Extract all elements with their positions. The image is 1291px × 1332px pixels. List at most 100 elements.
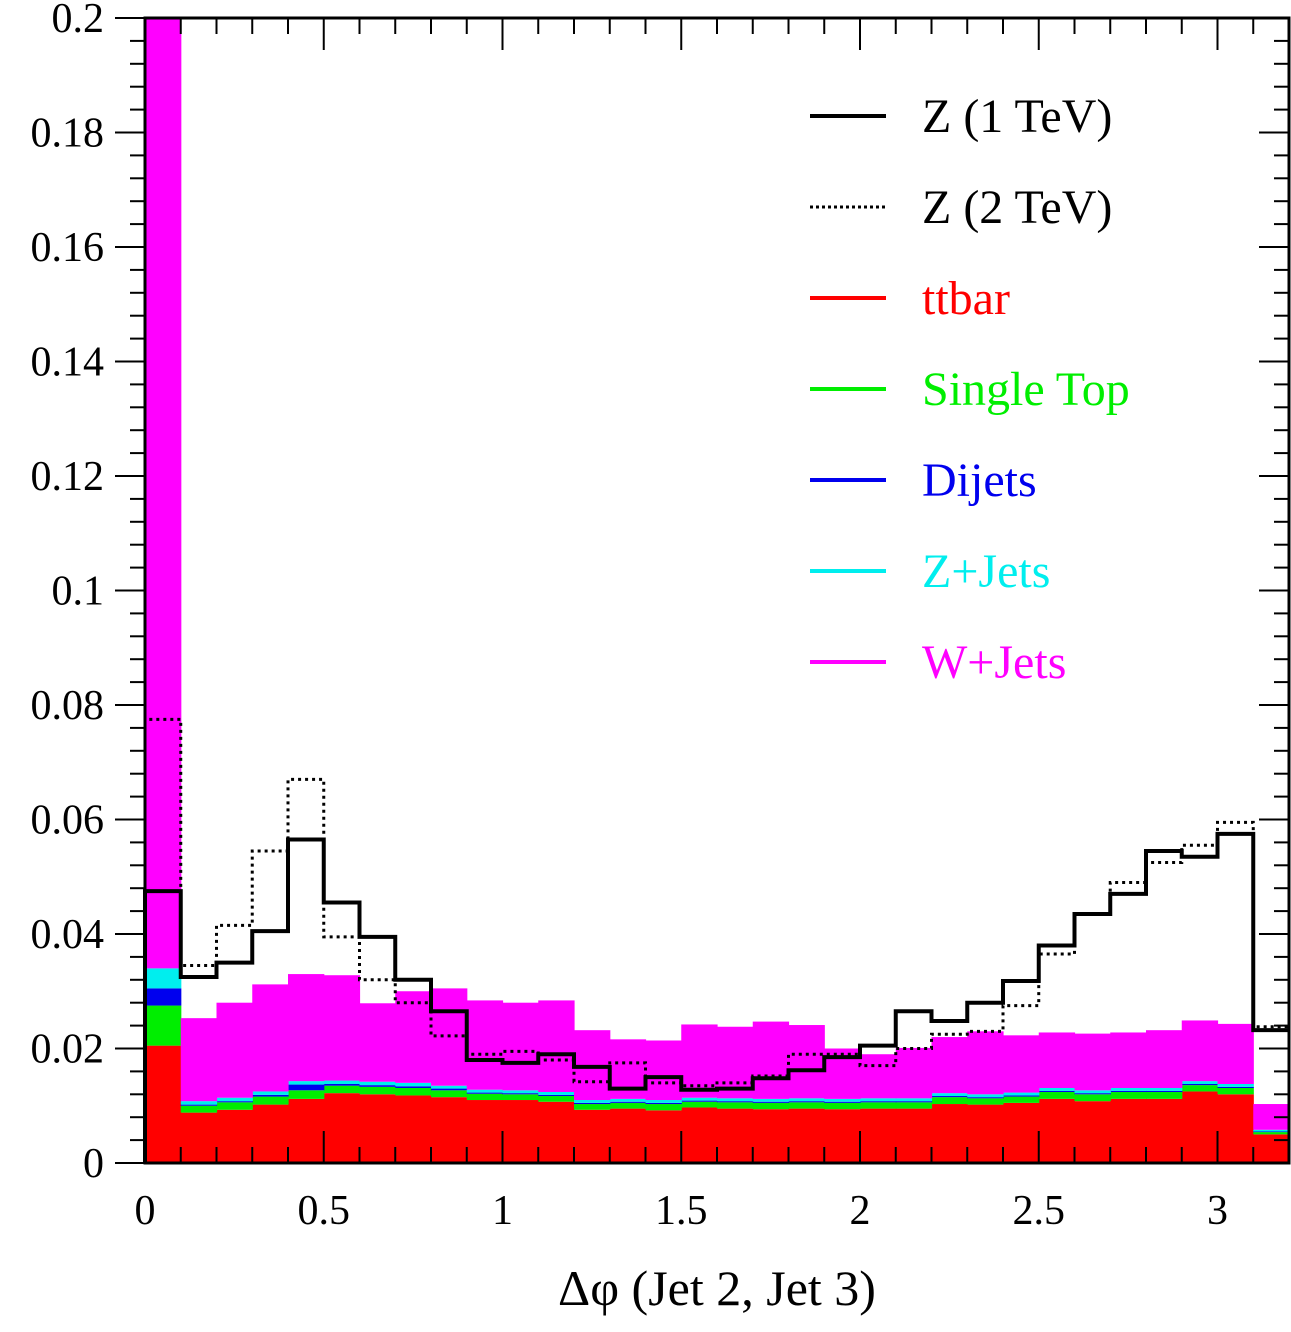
bar-dijets-bin-30 xyxy=(1217,1086,1254,1089)
bar-dijets-bin-11 xyxy=(538,1094,575,1097)
bar-dijets-bin-6 xyxy=(359,1085,396,1087)
bar-single-top-bin-9 xyxy=(466,1093,504,1101)
bar-ttbar-bin-24 xyxy=(1003,1102,1040,1163)
bar-w-jets-bin-22 xyxy=(931,1037,968,1094)
bar-w-jets-bin-6 xyxy=(359,1003,396,1082)
bar-z-jets-bin-4 xyxy=(288,1081,325,1085)
bar-dijets-bin-3 xyxy=(252,1094,289,1097)
x-tick-label: 0 xyxy=(135,1188,156,1234)
y-tick-label: 0.2 xyxy=(52,0,105,42)
bar-ttbar-bin-23 xyxy=(967,1104,1004,1163)
bar-z-jets-bin-31 xyxy=(1253,1129,1290,1132)
bar-w-jets-bin-4 xyxy=(288,974,325,1082)
bar-single-top-bin-6 xyxy=(359,1086,396,1095)
bar-single-top-bin-3 xyxy=(252,1096,289,1105)
y-tick-label: 0.14 xyxy=(31,340,105,386)
bar-dijets-bin-18 xyxy=(788,1101,825,1103)
y-tick-label: 0.18 xyxy=(31,111,105,157)
bar-ttbar-bin-6 xyxy=(359,1094,396,1163)
bar-ttbar-bin-1 xyxy=(180,1112,218,1163)
bar-dijets-bin-14 xyxy=(645,1102,682,1105)
bar-w-jets-bin-14 xyxy=(645,1040,682,1101)
bar-dijets-bin-20 xyxy=(860,1101,897,1103)
bar-z-jets-bin-19 xyxy=(824,1098,861,1102)
bar-w-jets-bin-18 xyxy=(788,1025,825,1099)
bar-single-top-bin-19 xyxy=(824,1102,861,1110)
bar-z-jets-bin-26 xyxy=(1074,1090,1111,1094)
bar-ttbar-bin-9 xyxy=(466,1100,504,1163)
bar-w-jets-bin-28 xyxy=(1146,1030,1183,1089)
bar-single-top-bin-13 xyxy=(609,1102,647,1109)
bar-z-jets-bin-25 xyxy=(1038,1088,1076,1091)
bar-ttbar-bin-8 xyxy=(431,1097,468,1163)
bar-single-top-bin-18 xyxy=(788,1102,825,1109)
legend-label-single-top: Single Top xyxy=(922,363,1130,416)
bar-ttbar-bin-0 xyxy=(145,1045,182,1163)
bar-z-jets-bin-16 xyxy=(717,1098,754,1102)
bar-z-jets-bin-3 xyxy=(252,1091,289,1095)
bar-single-top-bin-28 xyxy=(1146,1092,1183,1099)
bar-ttbar-bin-20 xyxy=(860,1108,897,1163)
bar-z-jets-bin-20 xyxy=(860,1098,897,1102)
bar-w-jets-bin-26 xyxy=(1074,1033,1111,1091)
bar-dijets-bin-28 xyxy=(1146,1090,1183,1093)
bar-single-top-bin-8 xyxy=(431,1090,468,1098)
bar-ttbar-bin-12 xyxy=(574,1109,611,1163)
bar-z-jets-bin-27 xyxy=(1110,1088,1147,1091)
bar-w-jets-bin-21 xyxy=(895,1047,933,1099)
bar-z-jets-bin-24 xyxy=(1003,1092,1040,1096)
bar-single-top-bin-26 xyxy=(1074,1094,1111,1102)
bar-z-jets-bin-30 xyxy=(1217,1083,1254,1087)
bar-z-jets-bin-2 xyxy=(216,1097,253,1102)
bar-single-top-bin-20 xyxy=(860,1102,897,1109)
bar-w-jets-bin-27 xyxy=(1110,1032,1147,1089)
bar-ttbar-bin-30 xyxy=(1217,1094,1254,1163)
bar-single-top-bin-16 xyxy=(717,1102,754,1109)
bar-single-top-bin-11 xyxy=(538,1096,575,1102)
bar-w-jets-bin-3 xyxy=(252,984,289,1092)
x-tick-label: 3 xyxy=(1207,1188,1228,1234)
y-tick-label: 0.08 xyxy=(31,683,105,729)
y-tick-label: 0.06 xyxy=(31,798,105,844)
bar-dijets-bin-4 xyxy=(288,1084,325,1091)
bar-dijets-bin-29 xyxy=(1181,1083,1219,1086)
bar-ttbar-bin-29 xyxy=(1181,1091,1219,1163)
bar-z-jets-bin-17 xyxy=(752,1098,790,1102)
bar-ttbar-bin-4 xyxy=(288,1098,325,1163)
bar-single-top-bin-14 xyxy=(645,1104,682,1111)
bar-dijets-bin-21 xyxy=(895,1101,933,1103)
legend-label-w-jets: W+Jets xyxy=(922,636,1066,689)
y-tick-label: 0.04 xyxy=(31,912,105,958)
legend-label-dijets: Dijets xyxy=(922,454,1037,507)
bar-z-jets-bin-10 xyxy=(502,1090,539,1094)
x-tick-label: 2 xyxy=(850,1188,871,1234)
bar-single-top-bin-0 xyxy=(145,1005,182,1046)
bar-single-top-bin-24 xyxy=(1003,1096,1040,1103)
bar-ttbar-bin-28 xyxy=(1146,1098,1183,1163)
bar-dijets-bin-15 xyxy=(681,1100,718,1102)
bar-dijets-bin-8 xyxy=(431,1088,468,1091)
bar-w-jets-bin-17 xyxy=(752,1021,790,1099)
bar-z-jets-bin-5 xyxy=(323,1080,361,1084)
line-z-2-tev- xyxy=(143,717,1289,1163)
bar-ttbar-bin-27 xyxy=(1110,1098,1147,1163)
y-tick-label: 0.02 xyxy=(31,1027,105,1073)
bar-dijets-bin-12 xyxy=(574,1102,611,1105)
bar-dijets-bin-1 xyxy=(180,1104,218,1106)
bar-single-top-bin-4 xyxy=(288,1090,325,1099)
bar-dijets-bin-27 xyxy=(1110,1090,1147,1093)
bar-w-jets-bin-5 xyxy=(323,975,361,1081)
bar-dijets-bin-24 xyxy=(1003,1095,1040,1097)
y-tick-label: 0 xyxy=(83,1141,104,1187)
bar-single-top-bin-30 xyxy=(1217,1088,1254,1095)
bar-single-top-bin-21 xyxy=(895,1102,933,1109)
bar-z-jets-bin-11 xyxy=(538,1092,575,1095)
bar-w-jets-bin-30 xyxy=(1217,1023,1254,1084)
bar-ttbar-bin-14 xyxy=(645,1110,682,1163)
bar-ttbar-bin-26 xyxy=(1074,1101,1111,1163)
bar-dijets-bin-23 xyxy=(967,1097,1004,1099)
bar-z-jets-bin-14 xyxy=(645,1100,682,1103)
stacked-bars xyxy=(145,18,1290,1163)
axis-tick-labels: 0 0.5 1 1.5 2 2.5 3 0 0.02 0.04 0.06 0.08 0.1 0.12 0.1… xyxy=(31,0,1229,1234)
bar-ttbar-bin-19 xyxy=(824,1109,861,1163)
